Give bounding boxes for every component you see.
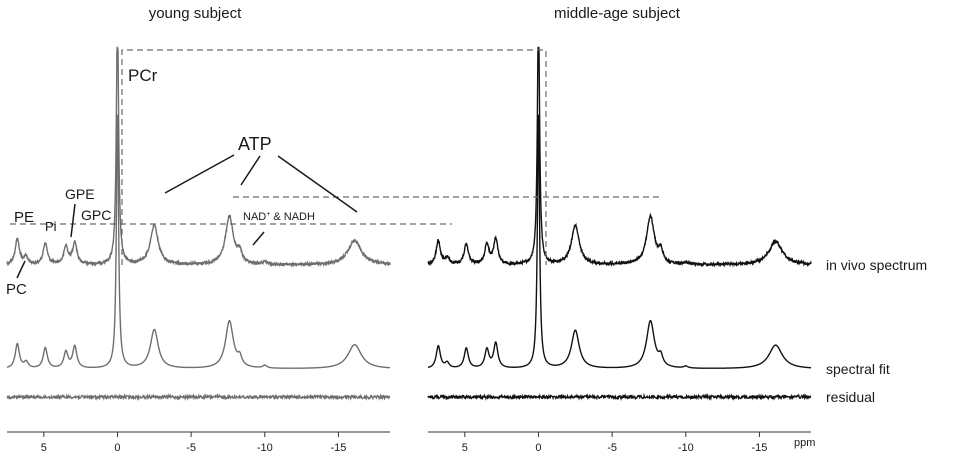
spectral-fit-trace-young — [6, 114, 391, 369]
x-tick-label-young: -5 — [186, 442, 196, 454]
atp-pointer-beta — [277, 155, 358, 213]
row-label-in-vivo: in vivo spectrum — [826, 257, 927, 273]
gpc-label: GPC — [81, 207, 111, 223]
x-tick-label-middle-age: 5 — [462, 442, 468, 454]
atp-label: ATP — [238, 134, 272, 154]
gpe-label: GPE — [65, 186, 95, 202]
pi-label: Pi — [45, 219, 57, 234]
atp-pointer-gamma — [164, 154, 235, 194]
pcr-label: PCr — [128, 66, 158, 85]
x-tick-label-middle-age: -5 — [607, 442, 617, 454]
pc-label: PC — [6, 281, 27, 298]
pc-pointer — [16, 260, 26, 279]
x-tick-label-young: -15 — [330, 442, 346, 454]
pcr-bracket-line — [121, 49, 547, 265]
atp-pointer-alpha — [240, 155, 261, 186]
panel-title-young: young subject — [149, 5, 242, 22]
row-label-spectral-fit: spectral fit — [826, 361, 890, 377]
reference-lines-layer — [10, 49, 660, 265]
x-tick-label-middle-age: -10 — [678, 442, 694, 454]
x-tick-label-young: 5 — [41, 442, 47, 454]
x-tick-label-middle-age: 0 — [535, 442, 541, 454]
x-tick-label-young: -10 — [257, 442, 273, 454]
pe-label: PE — [14, 209, 34, 226]
residual-trace-young — [6, 392, 391, 402]
panel-title-middle-age: middle-age subject — [554, 5, 681, 22]
x-tick-label-middle-age: -15 — [751, 442, 767, 454]
x-axis-unit: ppm — [794, 437, 815, 449]
gpe-pointer — [70, 203, 76, 238]
nad-pointer — [252, 231, 265, 246]
row-label-residual: residual — [826, 389, 875, 405]
x-tick-label-young: 0 — [114, 442, 120, 454]
axes-layer: 5 0 -5 -10 -15 5 0 -5 -10 -15 — [7, 431, 811, 454]
in-vivo-trace-middle-age — [427, 46, 812, 268]
nad-label: NAD+ & NADH — [243, 211, 315, 223]
in-vivo-trace-young — [6, 46, 391, 268]
spectral-fit-trace-middle-age — [427, 114, 812, 369]
traces-layer — [6, 46, 812, 402]
residual-trace-middle-age — [427, 392, 812, 402]
